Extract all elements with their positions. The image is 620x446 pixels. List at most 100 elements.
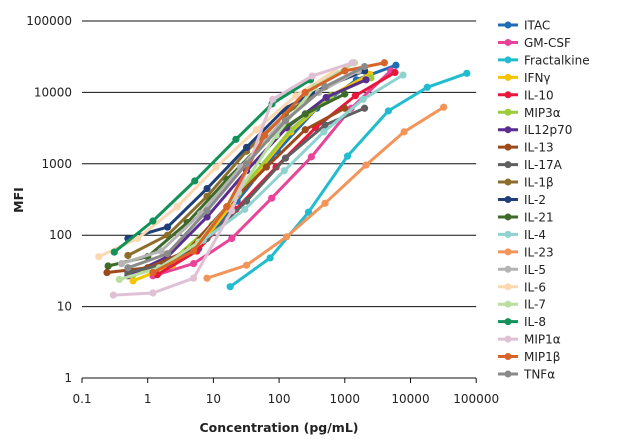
y-tick-label: 1 <box>64 371 72 385</box>
data-point <box>359 95 367 103</box>
data-point <box>190 260 198 268</box>
data-point <box>203 207 211 215</box>
data-point <box>351 92 360 100</box>
legend-marker <box>504 318 512 326</box>
legend-item: Fractalkine <box>498 53 590 67</box>
legend-label: IL-6 <box>524 280 546 294</box>
data-point <box>269 95 277 103</box>
legend-item: MIP1α <box>498 333 561 347</box>
x-tick-label: 100000 <box>453 392 499 406</box>
data-point <box>163 250 172 258</box>
data-point <box>360 104 369 112</box>
legend-label: Fractalkine <box>524 53 590 67</box>
legend-label: IFNγ <box>524 71 551 85</box>
data-point <box>260 131 269 139</box>
legend-label: IL-23 <box>524 245 554 259</box>
series-Fractalkine <box>226 69 471 291</box>
data-point <box>301 126 309 134</box>
data-point <box>115 275 123 284</box>
legend-item: IL-8 <box>498 315 546 329</box>
data-point <box>341 67 349 75</box>
data-point <box>463 69 471 77</box>
data-point <box>109 291 117 299</box>
data-point <box>341 90 349 98</box>
data-point <box>228 234 236 243</box>
data-point <box>104 262 112 270</box>
data-point <box>124 264 132 272</box>
y-tick-label: 100000 <box>26 14 72 28</box>
data-point <box>262 163 270 171</box>
series-line <box>202 73 404 242</box>
data-point <box>173 203 181 211</box>
data-point <box>360 62 369 71</box>
y-axis-title: MFI <box>11 187 26 213</box>
legend-item: IL-1β <box>498 176 554 190</box>
data-point <box>149 268 157 277</box>
legend-marker <box>504 38 512 46</box>
legend-marker <box>504 56 512 64</box>
data-point <box>110 248 118 256</box>
data-point <box>242 160 251 168</box>
data-point <box>242 197 251 205</box>
data-point <box>124 251 132 260</box>
series-MIP1α <box>109 59 356 299</box>
series-MIP1β <box>149 59 388 277</box>
legend-item: IL-13 <box>498 141 554 155</box>
data-point <box>203 274 211 282</box>
data-point <box>392 61 400 69</box>
legend-marker <box>504 353 512 361</box>
data-point <box>242 143 251 151</box>
data-point <box>268 194 276 202</box>
legend-label: IL-2 <box>524 193 546 207</box>
legend-marker <box>504 126 512 134</box>
data-point <box>117 260 126 268</box>
legend-item: IL12p70 <box>498 123 572 137</box>
legend-label: IL-1β <box>524 176 554 190</box>
legend-marker <box>504 143 512 151</box>
legend-label: IL-4 <box>524 228 546 242</box>
legend-marker <box>504 265 512 273</box>
data-point <box>149 217 157 225</box>
legend-marker <box>504 230 512 238</box>
data-point <box>399 71 407 79</box>
legend-item: IL-23 <box>498 245 554 259</box>
legend-item: IL-7 <box>498 298 546 312</box>
data-point <box>252 126 260 134</box>
legend-label: IL-13 <box>524 141 554 155</box>
data-point <box>103 268 111 277</box>
data-point <box>308 72 316 80</box>
data-point <box>157 247 165 255</box>
legend-label: IL-17A <box>524 158 563 172</box>
y-tick-label: 10000 <box>34 85 72 99</box>
legend-marker <box>504 161 512 169</box>
legend-marker <box>504 21 512 29</box>
data-point <box>292 92 300 100</box>
data-point <box>203 184 211 193</box>
legend-marker <box>504 178 512 186</box>
data-point <box>400 128 408 136</box>
data-point <box>203 213 211 221</box>
data-point <box>341 104 349 112</box>
legend-label: IL-5 <box>524 263 546 277</box>
legend-item: ITAC <box>498 19 550 33</box>
legend-marker <box>504 283 512 291</box>
data-point <box>163 223 172 231</box>
x-tick-label: 10000 <box>391 392 429 406</box>
legend-label: IL12p70 <box>524 123 572 137</box>
legend-label: MIP1β <box>524 350 560 364</box>
data-point <box>322 93 330 102</box>
legend: ITAC GM-CSF Fractalkine IFNγ IL-10 MIP3α IL12p… <box>498 19 590 382</box>
series-IL-4 <box>199 71 407 244</box>
data-point <box>301 110 309 118</box>
legend-marker <box>504 196 512 203</box>
legend-marker <box>504 213 512 221</box>
data-point <box>241 205 249 213</box>
legend-label: ITAC <box>524 19 550 33</box>
data-point <box>228 207 236 215</box>
data-point <box>129 277 137 285</box>
series-line <box>113 78 312 254</box>
data-point <box>343 152 352 160</box>
legend-marker <box>504 73 512 81</box>
